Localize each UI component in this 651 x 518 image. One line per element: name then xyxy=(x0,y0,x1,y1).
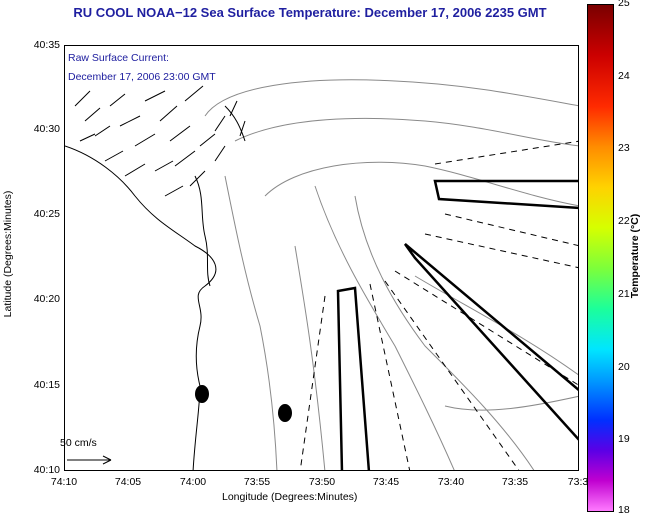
y-tick: 40:25 xyxy=(33,208,60,220)
y-tick: 40:10 xyxy=(33,464,60,476)
x-tick: 74:00 xyxy=(179,476,207,488)
x-tick: 73:40 xyxy=(437,476,465,488)
colorbar-tick: 18 xyxy=(618,504,630,516)
bathymetry-contour xyxy=(354,195,535,470)
colorbar-tick: 19 xyxy=(618,433,630,445)
colorbar-label: Temperature (°C) xyxy=(629,213,641,299)
colorbar-tick: 24 xyxy=(618,70,630,82)
colorbar-tick: 21 xyxy=(618,288,630,300)
sampling-lines xyxy=(299,140,578,470)
coastline xyxy=(194,175,211,287)
station-marker xyxy=(278,404,292,422)
colorbar-tick: 25 xyxy=(618,0,630,9)
colorbar-tick: 20 xyxy=(618,361,630,373)
current-legend-line-1: Raw Surface Current: xyxy=(68,52,169,64)
colorbar-tick: 23 xyxy=(618,142,630,154)
study-areas xyxy=(336,179,578,470)
x-tick: 74:10 xyxy=(50,476,78,488)
x-tick: 74:05 xyxy=(114,476,142,488)
coastline xyxy=(65,145,217,470)
bathymetry-contour xyxy=(224,175,278,470)
x-tick: 73:55 xyxy=(243,476,271,488)
y-tick: 40:15 xyxy=(33,379,60,391)
x-tick: 73:50 xyxy=(308,476,336,488)
current-vectors xyxy=(74,85,246,197)
map-plot[interactable]: Raw Surface Current: December 17, 2006 2… xyxy=(64,45,579,471)
x-tick: 73:35 xyxy=(501,476,529,488)
y-tick: 40:30 xyxy=(33,123,60,135)
scale-arrow-label: 50 cm/s xyxy=(60,437,97,449)
coastline xyxy=(224,105,246,142)
y-tick: 40:35 xyxy=(33,39,60,51)
scale-arrow xyxy=(67,455,112,465)
x-axis-label: Longitude (Degrees:Minutes) xyxy=(222,491,358,503)
bathymetry-contour xyxy=(414,275,578,376)
x-tick: 73:45 xyxy=(372,476,400,488)
bathymetry-contour xyxy=(264,161,578,207)
bathymetry-contour xyxy=(204,79,578,117)
colorbar-tick: 22 xyxy=(618,215,630,227)
station-marker xyxy=(195,385,209,403)
bathymetry-contour xyxy=(234,117,578,147)
bathymetry-contour xyxy=(294,245,326,470)
y-tick: 40:20 xyxy=(33,293,60,305)
map-title: RU COOL NOAA−12 Sea Surface Temperature:… xyxy=(73,5,547,20)
y-axis-label: Latitude (Degrees:Minutes) xyxy=(2,190,14,318)
bathymetry-contour xyxy=(444,395,578,411)
map-canvas xyxy=(65,79,578,470)
current-legend-line-2: December 17, 2006 23:00 GMT xyxy=(68,71,216,83)
bathymetry-contour xyxy=(314,185,455,470)
temperature-colorbar xyxy=(587,4,614,512)
x-tick: 73:3 xyxy=(567,476,589,488)
